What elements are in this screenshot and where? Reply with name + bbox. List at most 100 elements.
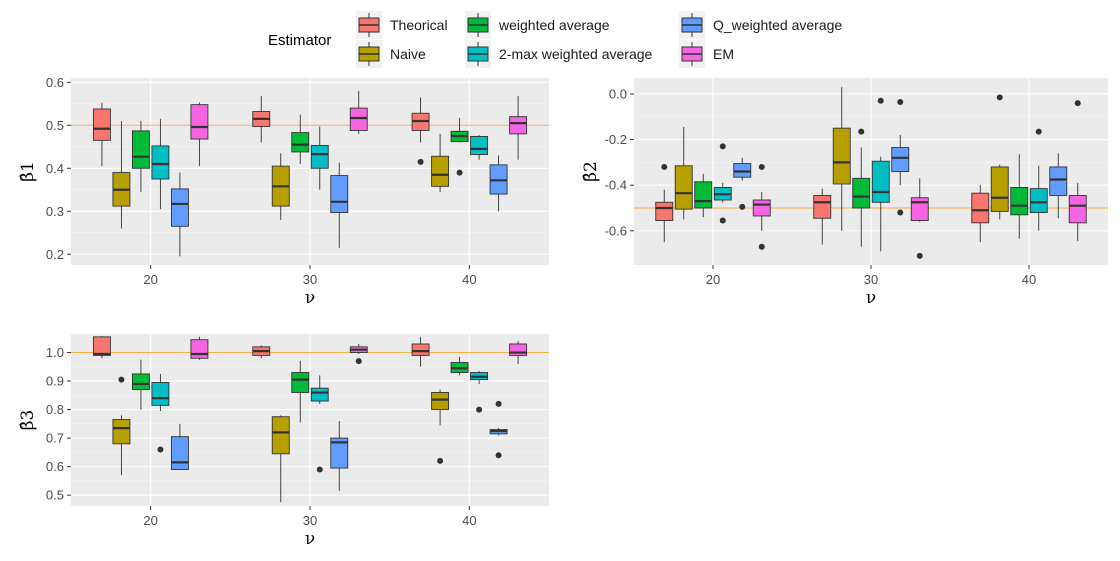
outlier-point (877, 97, 884, 104)
y-tick-label: 0.2 (46, 247, 64, 262)
box-2-max-weighted-average (310, 375, 329, 473)
box-q-weighted-average (1049, 153, 1068, 219)
box-iqr (170, 436, 189, 470)
y-tick-label: 0.6 (46, 75, 64, 90)
box-q-weighted-average (330, 420, 349, 491)
box-iqr (733, 163, 752, 178)
box-em (910, 178, 929, 259)
box-iqr (655, 201, 674, 221)
x-tick-label: 30 (303, 513, 317, 528)
x-axis-title: ν (305, 288, 315, 308)
legend-label: 2-max weighted average (499, 46, 653, 62)
outlier-point (996, 94, 1003, 101)
box-em (752, 163, 771, 250)
box-iqr (330, 175, 349, 214)
y-axis-title: β̂2 (581, 161, 601, 182)
y-axis-title-text: β̂1 (18, 161, 38, 182)
y-tick-label: 0.8 (46, 402, 64, 417)
box-theorical (411, 97, 430, 165)
outlier-point (417, 158, 424, 165)
x-tick-label: 40 (1022, 272, 1036, 287)
outlier-point (661, 163, 668, 170)
outlier-point (495, 400, 502, 407)
legend-item-1: Naive (356, 40, 426, 68)
box-naive (271, 415, 290, 503)
y-tick-label: 0.5 (46, 488, 64, 503)
box-naive (674, 127, 693, 220)
y-tick-label: -0.2 (605, 132, 627, 147)
box-naive (832, 87, 851, 231)
box-iqr (411, 343, 430, 356)
box-weighted-average (450, 356, 469, 376)
y-axis-title: β̂3 (18, 410, 38, 431)
legend-label: weighted average (498, 17, 610, 33)
box-iqr (271, 416, 290, 455)
y-axis-title-text: β̂3 (18, 410, 38, 431)
legend-label: Theorical (390, 17, 448, 33)
x-axis-title: ν (305, 529, 315, 549)
box-iqr (871, 160, 890, 203)
box-iqr (190, 339, 209, 359)
box-iqr (910, 197, 929, 221)
box-iqr (310, 145, 329, 169)
box-iqr (990, 166, 1009, 212)
outlier-point (495, 452, 502, 459)
box-2-max-weighted-average (713, 143, 732, 224)
panels: 0.2 0.3 0.4 0.5 0.6 20 30 40 ν β̂1 0.0 -0.2 -0.4 -0.6… (18, 75, 1108, 549)
box-iqr (151, 382, 170, 406)
outlier-point (897, 98, 904, 105)
outlier-point (437, 457, 444, 464)
box-q-weighted-average (733, 157, 752, 210)
outlier-point (355, 358, 362, 365)
outlier-point (758, 243, 765, 250)
x-tick-label: 20 (143, 513, 157, 528)
box-2-max-weighted-average (1029, 128, 1048, 231)
y-tick-label: 0.5 (46, 118, 64, 133)
box-2-max-weighted-average (470, 371, 489, 413)
box-iqr (291, 132, 310, 153)
box-q-weighted-average (170, 172, 189, 257)
outlier-point (758, 163, 765, 170)
box-theorical (813, 188, 832, 245)
box-iqr (92, 336, 111, 356)
outlier-point (916, 252, 923, 259)
box-weighted-average (291, 361, 310, 423)
y-tick-label: 0.9 (46, 374, 64, 389)
box-naive (112, 120, 131, 229)
outlier-point (1074, 100, 1081, 107)
panel-beta1: 0.2 0.3 0.4 0.5 0.6 20 30 40 ν β̂1 (18, 75, 549, 308)
y-tick-label: -0.6 (605, 223, 627, 238)
legend-label: EM (713, 46, 734, 62)
box-weighted-average (291, 114, 310, 164)
box-iqr (349, 107, 368, 131)
box-iqr (190, 104, 209, 140)
box-2-max-weighted-average (151, 373, 170, 453)
outlier-point (118, 376, 125, 383)
box-iqr (852, 177, 871, 209)
box-iqr (151, 145, 170, 180)
box-q-weighted-average (489, 400, 508, 459)
box-iqr (112, 419, 131, 445)
x-tick-label: 20 (706, 272, 720, 287)
y-tick-label: 0.0 (609, 86, 627, 101)
box-iqr (832, 127, 851, 185)
legend-label: Naive (390, 46, 426, 62)
y-tick-label: 1.0 (46, 345, 64, 360)
box-iqr (131, 373, 150, 391)
box-iqr (431, 392, 450, 411)
y-axis-title: β̂1 (18, 161, 38, 182)
box-naive (431, 133, 450, 192)
box-iqr (694, 181, 713, 209)
box-weighted-average (450, 117, 469, 176)
box-iqr (470, 136, 489, 155)
box-weighted-average (1010, 154, 1029, 239)
x-axis-title: ν (866, 288, 876, 308)
legend-item-3: 2-max weighted average (465, 40, 653, 68)
outlier-point (1035, 128, 1042, 135)
legend: Estimator Theorical Naive weighted average… (268, 11, 842, 68)
x-tick-label: 30 (303, 272, 317, 287)
legend-item-5: EM (679, 40, 734, 68)
box-2-max-weighted-average (151, 118, 170, 210)
outlier-point (897, 209, 904, 216)
